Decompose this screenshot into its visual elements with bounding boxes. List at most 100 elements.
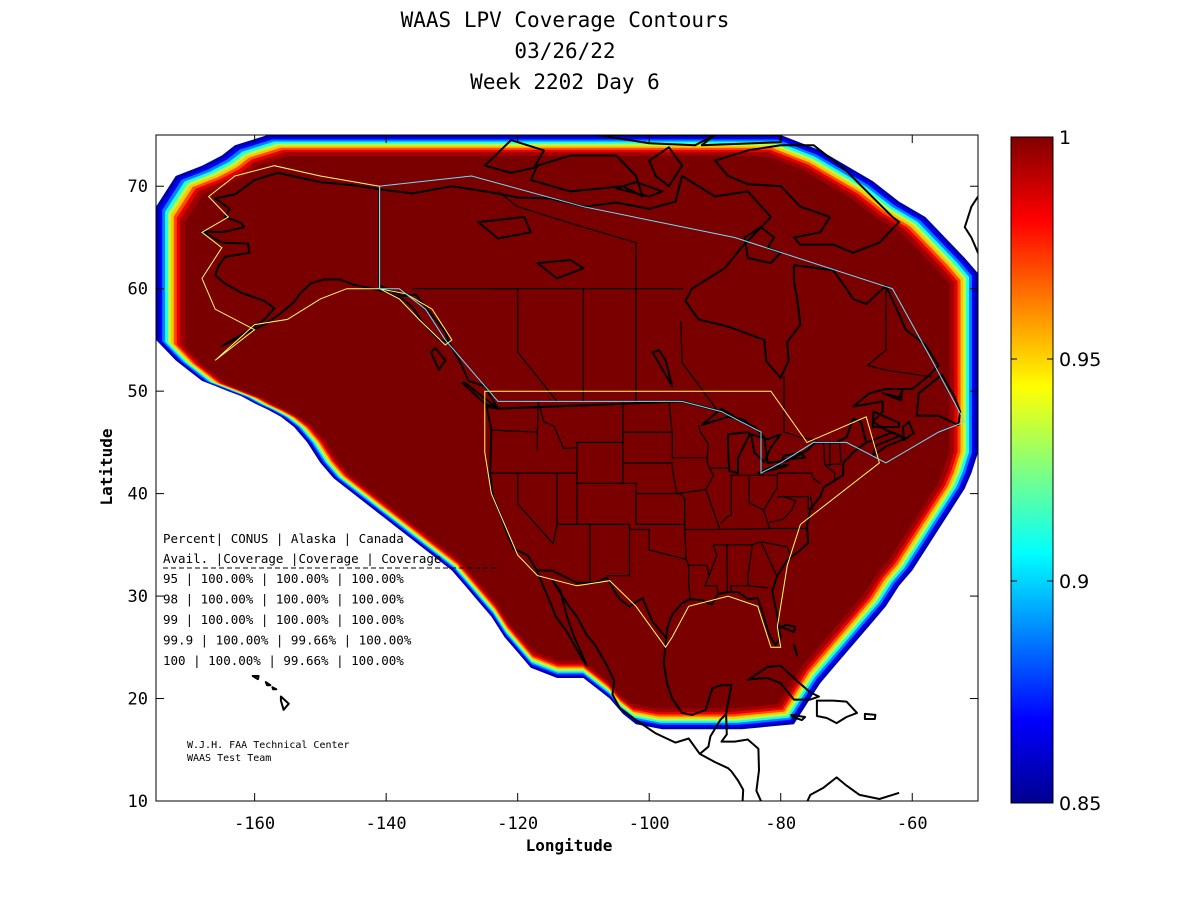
island-outline (529, 154, 644, 198)
province-border (866, 285, 932, 378)
y-tick-label: 20 (128, 690, 148, 710)
island-outline (871, 410, 901, 428)
coverage-core (185, 155, 950, 709)
credit-line-1: W.J.H. FAA Technical Center (187, 740, 350, 751)
y-tick-label: 70 (128, 177, 148, 197)
table-header-row-2: Avail. |Coverage |Coverage | Coverage (163, 551, 441, 566)
state-border (491, 429, 538, 433)
island-outline (902, 420, 915, 442)
colorbar-tick-label: 1 (1059, 127, 1071, 149)
lake-outline (651, 349, 674, 387)
mexico-coastline (535, 570, 733, 755)
state-border (769, 496, 797, 523)
y-tick-label: 40 (128, 485, 148, 505)
service-area-boundaries (201, 165, 966, 649)
lake-outline (477, 216, 532, 240)
lake-outline (750, 433, 782, 463)
island-outline (251, 675, 260, 681)
table-header-row-1: Percent| CONUS | Alaska | Canada (163, 531, 404, 546)
island-outline (483, 139, 545, 174)
colorbar (1011, 137, 1053, 803)
central-america-coastline (699, 753, 900, 801)
island-outline (881, 389, 904, 402)
island-outline (595, 135, 716, 147)
colorbar-tick-label: 0.95 (1059, 349, 1101, 371)
state-border (576, 482, 637, 525)
state-border (708, 544, 718, 576)
island-outline (648, 146, 684, 188)
x-tick-label: -140 (366, 814, 407, 834)
state-border (517, 473, 554, 545)
province-border (783, 375, 818, 441)
coverage-table: Percent| CONUS | Alaska | Canada Avail. … (163, 531, 500, 668)
plot-frame (155, 134, 979, 802)
state-border (636, 493, 686, 525)
state-border (763, 509, 771, 529)
lake-outline (781, 451, 807, 461)
canada-coastline (379, 175, 940, 464)
y-tick-label: 60 (128, 280, 148, 300)
map-layer (156, 135, 978, 801)
state-border (720, 476, 732, 524)
island-outline (743, 226, 782, 265)
island-outline (790, 713, 807, 722)
canada-service-boundary (379, 175, 966, 474)
island-outline (429, 347, 447, 371)
chart-title-date: 03/26/22 (514, 39, 615, 63)
table-row: 95 | 100.00% | 100.00% | 100.00% (163, 571, 404, 586)
state-border (748, 473, 778, 511)
island-outline (863, 712, 877, 720)
x-tick-label: -80 (765, 814, 796, 834)
province-border (680, 321, 719, 412)
table-row: 100 | 100.00% | 99.66% | 100.00% (163, 653, 404, 668)
state-border (697, 424, 710, 458)
island-outline (779, 623, 797, 633)
state-border (676, 488, 706, 495)
state-border (687, 564, 719, 595)
x-tick-label: -100 (629, 814, 670, 834)
table-row: 99 | 100.00% | 100.00% | 100.00% (163, 612, 404, 627)
island-outline (746, 664, 820, 701)
x-tick-label: -120 (497, 814, 538, 834)
island-outline (792, 644, 799, 657)
lake-outline (536, 259, 585, 280)
island-outline (264, 681, 272, 687)
state-border (622, 462, 678, 494)
state-border (606, 524, 631, 577)
colorbar-frame (1010, 136, 1054, 804)
colorbar-tick-label: 0.85 (1059, 793, 1101, 815)
y-axis-ticks: 10 20 30 40 50 60 70 (128, 177, 978, 812)
state-border (748, 585, 769, 589)
caribbean-coastline (720, 713, 763, 801)
y-tick-label: 10 (128, 792, 148, 812)
table-row: 98 | 100.00% | 100.00% | 100.00% (163, 592, 404, 607)
state-border (822, 442, 836, 481)
state-border (629, 528, 686, 560)
province-border (497, 190, 637, 289)
state-border (838, 439, 842, 462)
state-border (536, 401, 539, 451)
state-boundaries (379, 189, 932, 600)
chart-title-line-1: WAAS LPV Coverage Contours (401, 8, 730, 32)
x-axis-label: Longitude (526, 836, 613, 855)
island-outline (615, 181, 664, 198)
island-outline (915, 373, 962, 426)
colorbar-tick-label: 0.9 (1059, 571, 1089, 593)
state-border (824, 463, 842, 466)
y-tick-label: 30 (128, 587, 148, 607)
state-border (537, 401, 577, 450)
island-outline (279, 695, 290, 711)
island-outline (714, 144, 901, 254)
alaska-service-boundary (201, 165, 453, 361)
island-outline (815, 699, 858, 725)
state-border (705, 457, 721, 530)
x-axis-ticks: -160 -140 -120 -100 -80 -60 (234, 135, 928, 834)
state-border (777, 472, 822, 484)
colorbar-ticks: 0.85 0.9 0.95 1 (1011, 127, 1101, 815)
chart-title-week: Week 2202 Day 6 (470, 70, 660, 94)
x-tick-label: -160 (234, 814, 275, 834)
state-border (807, 495, 814, 510)
state-border (760, 541, 792, 557)
y-tick-label: 50 (128, 382, 148, 402)
